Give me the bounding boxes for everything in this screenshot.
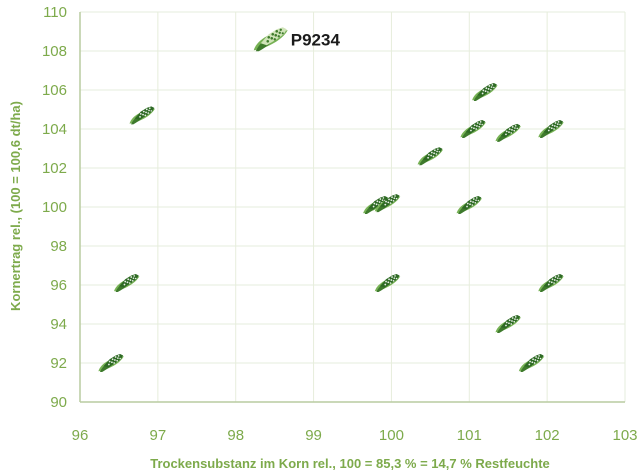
x-tick-label: 103 [612,427,637,444]
y-tick-label: 98 [50,238,67,255]
corn-cob-icon [129,106,156,125]
y-tick-label: 92 [50,355,67,372]
y-axis-title: Kornertrag rel., (100 = 100,6 dt/ha) [8,101,23,311]
x-tick-label: 97 [150,427,167,444]
y-axis-ticks: 90 92 94 96 98 100 102 104 106 108 110 [42,4,67,411]
highlight-marker: P9234 [253,27,341,52]
y-tick-label: 100 [42,199,67,216]
corn-cob-icon [472,82,498,101]
x-axis-title: Trockensubstanz im Korn rel., 100 = 85,3… [150,456,550,471]
y-tick-label: 94 [50,316,67,333]
x-tick-label: 96 [72,427,89,444]
y-tick-label: 96 [50,277,67,294]
highlight-label: P9234 [291,30,341,49]
highlight-corn-icon [253,27,288,52]
y-tick-label: 104 [42,121,67,138]
y-tick-label: 102 [42,160,67,177]
grid-lines [79,11,626,403]
x-tick-label: 100 [379,427,404,444]
corn-cob-icon [538,274,564,293]
y-tick-label: 108 [42,43,67,60]
y-tick-label: 106 [42,82,67,99]
y-tick-label: 110 [43,4,67,21]
corn-cob-icon [417,147,444,166]
y-tick-label: 90 [50,394,67,411]
data-points [98,82,564,372]
corn-cob-icon [495,123,521,142]
corn-cob-icon [113,274,140,293]
axes [79,12,625,403]
corn-cob-icon [374,274,401,293]
x-tick-label: 98 [227,427,244,444]
x-tick-label: 102 [535,427,560,444]
x-tick-label: 99 [305,427,322,444]
x-tick-label: 101 [457,427,482,444]
x-axis-ticks: 96 97 98 99 100 101 102 103 [72,427,638,444]
